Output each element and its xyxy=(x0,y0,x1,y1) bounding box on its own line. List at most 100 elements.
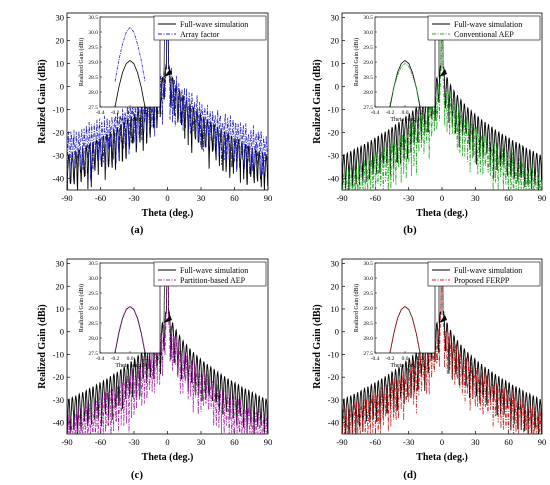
inset-x-tick-label: 0.4 xyxy=(432,110,439,116)
legend-label: Partition-based AEP xyxy=(180,276,246,285)
y-tick-label: 30 xyxy=(56,13,65,23)
y-tick-label: -20 xyxy=(53,128,64,138)
x-tick-label: 60 xyxy=(230,437,239,447)
inset-y-tick-label: 28.0 xyxy=(88,90,98,96)
y-tick-label: -40 xyxy=(53,174,64,184)
y-axis-label: Realized Gain (dBi) xyxy=(37,304,48,388)
y-tick-label: -10 xyxy=(53,105,64,115)
x-tick-label: 60 xyxy=(504,193,513,203)
legend-label: Full-wave simulation xyxy=(454,20,522,29)
y-axis-label: Realized Gain (dBi) xyxy=(312,59,323,143)
inset-y-tick-label: 27.5 xyxy=(363,351,373,357)
panel-b: -90 -60 -30 0 30 60 90-40-30-20-100102030Theta… xyxy=(312,13,546,236)
inset-y-tick-label: 27.5 xyxy=(363,105,373,111)
y-tick-label: -10 xyxy=(328,105,339,115)
inset-y-tick-label: 28.0 xyxy=(363,90,373,96)
y-tick-label: -30 xyxy=(53,151,64,161)
x-axis-label: Theta (deg.) xyxy=(142,208,194,219)
y-tick-label: 10 xyxy=(56,304,65,314)
zoom-arrow-head xyxy=(164,69,172,77)
y-tick-label: 30 xyxy=(331,13,340,23)
inset-y-tick-label: 30.5 xyxy=(363,261,373,267)
y-tick-label: -10 xyxy=(328,349,339,359)
inset-y-tick-label: 29.5 xyxy=(363,45,373,51)
inset-y-tick-label: 30.0 xyxy=(363,30,373,36)
x-tick-label: -60 xyxy=(370,437,381,447)
inset-y-tick-label: 29.5 xyxy=(88,45,98,51)
x-tick-label: -90 xyxy=(61,193,72,203)
legend-box xyxy=(153,261,267,287)
y-tick-label: 20 xyxy=(331,281,340,291)
x-tick-label: -30 xyxy=(403,193,414,203)
y-tick-label: -30 xyxy=(328,151,339,161)
x-tick-label: 90 xyxy=(264,437,273,447)
inset-y-tick-label: 29.5 xyxy=(88,291,98,297)
legend-label: Conventional AEP xyxy=(454,30,514,39)
inset-x-axis-label: Theta (deg.) xyxy=(115,116,144,123)
inset-y-tick-label: 28.5 xyxy=(363,321,373,327)
y-tick-label: 30 xyxy=(331,259,340,269)
x-tick-label: 30 xyxy=(471,193,480,203)
inset-y-tick-label: 30.5 xyxy=(88,15,98,21)
inset-x-tick-label: -0.4 xyxy=(371,110,380,116)
inset-x-tick-label: -0.4 xyxy=(371,356,380,362)
inset-x-axis-label: Theta (deg.) xyxy=(390,362,419,369)
panel-d: -90 -60 -30 0 30 60 90-40-30-20-100102030Theta… xyxy=(312,259,546,481)
x-tick-label: 30 xyxy=(197,437,206,447)
inset-y-axis-label: Realized Gain (dBi) xyxy=(353,284,360,332)
x-tick-label: 90 xyxy=(264,193,273,203)
inset-x-tick-label: -0.2 xyxy=(111,356,120,362)
y-tick-label: -10 xyxy=(53,349,64,359)
y-tick-label: -40 xyxy=(53,418,64,428)
inset-x-tick-label: 0.0 xyxy=(402,110,409,116)
panel-caption: (c) xyxy=(131,469,144,481)
x-tick-label: -60 xyxy=(95,437,106,447)
inset-x-tick-label: 0.2 xyxy=(417,356,424,362)
x-tick-label: 60 xyxy=(504,437,513,447)
inset-x-tick-label: -0.4 xyxy=(96,356,105,362)
inset-y-tick-label: 28.0 xyxy=(363,336,373,342)
inset-y-axis-label: Realized Gain (dBi) xyxy=(78,38,85,86)
panel-caption: (d) xyxy=(403,469,417,481)
inset-y-axis-label: Realized Gain (dBi) xyxy=(78,284,85,332)
y-tick-label: 10 xyxy=(331,59,340,69)
x-tick-label: 90 xyxy=(538,437,547,447)
x-tick-label: -60 xyxy=(370,193,381,203)
y-tick-label: 10 xyxy=(56,59,65,69)
inset-x-tick-label: 0.4 xyxy=(432,356,439,362)
inset-comparison-line xyxy=(389,306,421,353)
x-axis-label: Theta (deg.) xyxy=(416,208,468,219)
zoom-arrow-head xyxy=(439,315,447,323)
inset-y-tick-label: 27.5 xyxy=(88,105,98,111)
x-axis-label: Theta (deg.) xyxy=(416,452,468,463)
panel-caption: (a) xyxy=(131,224,144,236)
panel-caption: (b) xyxy=(403,224,417,236)
panel-a: -90 -60 -30 0 30 60 90-40-30-20-100102030Theta… xyxy=(37,13,272,236)
inset-y-tick-label: 27.5 xyxy=(88,351,98,357)
x-tick-label: -60 xyxy=(95,193,106,203)
inset-y-axis-label: Realized Gain (dBi) xyxy=(353,38,360,86)
inset-x-tick-label: 0.2 xyxy=(142,110,149,116)
inset-y-tick-label: 29.0 xyxy=(88,60,98,66)
x-tick-label: 30 xyxy=(471,437,480,447)
y-tick-label: -30 xyxy=(328,395,339,405)
x-tick-label: 0 xyxy=(165,193,169,203)
legend-box xyxy=(427,261,541,287)
y-tick-label: -40 xyxy=(328,418,339,428)
y-tick-label: 20 xyxy=(56,281,65,291)
x-tick-label: 30 xyxy=(197,193,206,203)
inset-x-tick-label: -0.2 xyxy=(111,110,120,116)
inset-frame xyxy=(99,16,161,108)
inset-x-axis-label: Theta (deg.) xyxy=(390,116,419,123)
inset-x-axis-label: Theta (deg.) xyxy=(115,362,144,369)
y-tick-label: 10 xyxy=(331,304,340,314)
x-tick-label: 0 xyxy=(440,193,444,203)
inset-comparison-line xyxy=(114,306,146,352)
y-tick-label: 0 xyxy=(60,327,64,337)
inset-x-tick-label: 0.4 xyxy=(157,356,164,362)
x-tick-label: -90 xyxy=(336,193,347,203)
y-tick-label: -20 xyxy=(328,372,339,382)
inset-x-tick-label: 0.2 xyxy=(417,110,424,116)
panel-c: -90 -60 -30 0 30 60 90-40-30-20-100102030Theta… xyxy=(37,259,272,481)
x-tick-label: -30 xyxy=(403,437,414,447)
